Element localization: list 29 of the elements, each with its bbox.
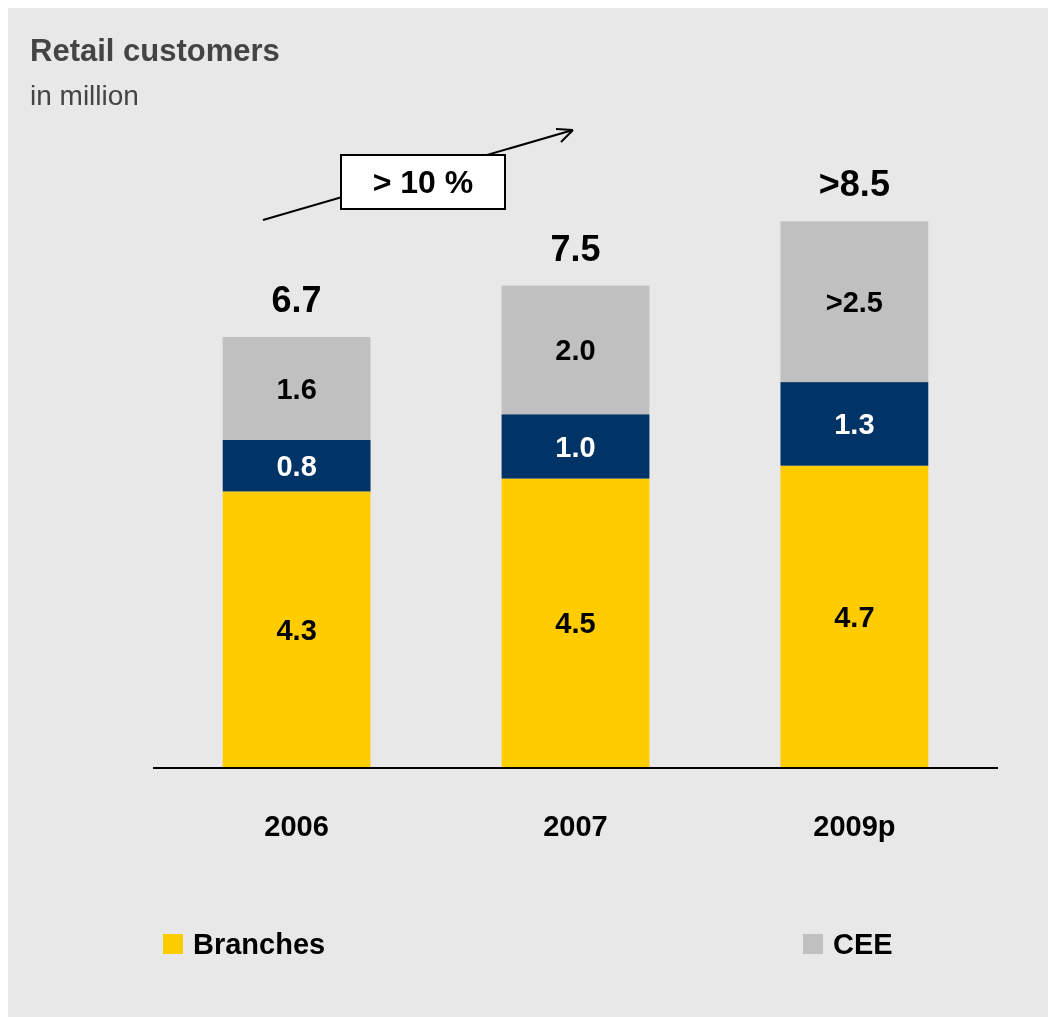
bar xyxy=(222,439,371,492)
bar xyxy=(222,337,371,440)
legend-label: CEE xyxy=(833,928,893,960)
data-label: >2.5 xyxy=(825,285,883,318)
data-label: 4.3 xyxy=(276,613,317,646)
total-label: 7.5 xyxy=(550,227,601,269)
bar xyxy=(501,285,650,415)
x-tick-label: 2009p xyxy=(813,810,896,842)
data-label: 1.6 xyxy=(276,372,317,405)
bar xyxy=(501,478,650,768)
total-label: >8.5 xyxy=(818,163,890,205)
total-label: 6.7 xyxy=(271,279,322,321)
data-label: 1.0 xyxy=(555,430,596,463)
bar xyxy=(780,465,929,768)
data-label: 4.7 xyxy=(834,601,875,633)
bar xyxy=(501,414,650,479)
x-tick-label: 2006 xyxy=(264,810,329,842)
bar xyxy=(222,491,371,768)
text: > 10 % xyxy=(372,164,474,200)
chart-subtitle: in million xyxy=(30,80,139,111)
chart-title: Retail customers xyxy=(30,33,280,68)
data-label: 0.8 xyxy=(276,449,317,482)
x-tick-label: 2007 xyxy=(543,810,608,842)
data-label: 4.5 xyxy=(555,607,596,640)
data-label: 1.3 xyxy=(834,408,875,441)
legend-label: Branches xyxy=(193,928,326,960)
bar xyxy=(780,221,929,383)
bar xyxy=(780,382,929,466)
data-label: 2.0 xyxy=(555,334,596,367)
